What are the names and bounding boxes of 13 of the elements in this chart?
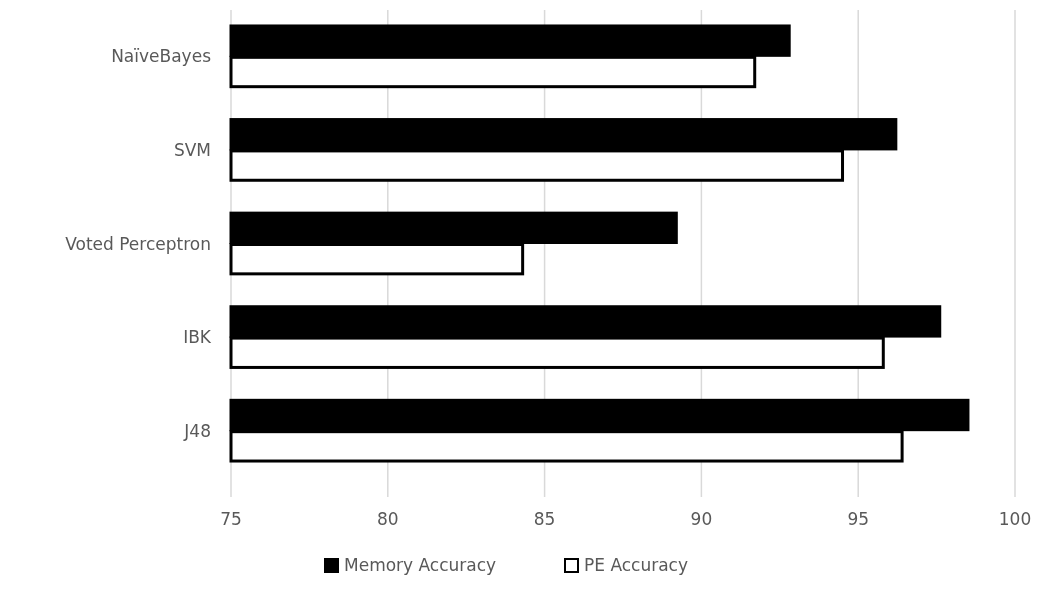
x-tick-label: 100 xyxy=(998,509,1032,529)
y-tick-label: IBK xyxy=(183,327,212,348)
y-tick-label: Voted Perceptron xyxy=(65,233,211,254)
y-tick-label: J48 xyxy=(183,420,211,441)
x-tick-label: 90 xyxy=(690,509,713,529)
legend-label: PE Accuracy xyxy=(584,555,689,575)
x-tick-label: 80 xyxy=(376,509,399,529)
legend-label: Memory Accuracy xyxy=(344,555,497,575)
y-tick-label: NaïveBayes xyxy=(111,46,212,67)
x-tick-label: 95 xyxy=(847,509,870,529)
x-tick-label: 85 xyxy=(533,509,556,529)
x-tick-label: 75 xyxy=(220,509,242,529)
y-tick-label: SVM xyxy=(173,139,211,160)
